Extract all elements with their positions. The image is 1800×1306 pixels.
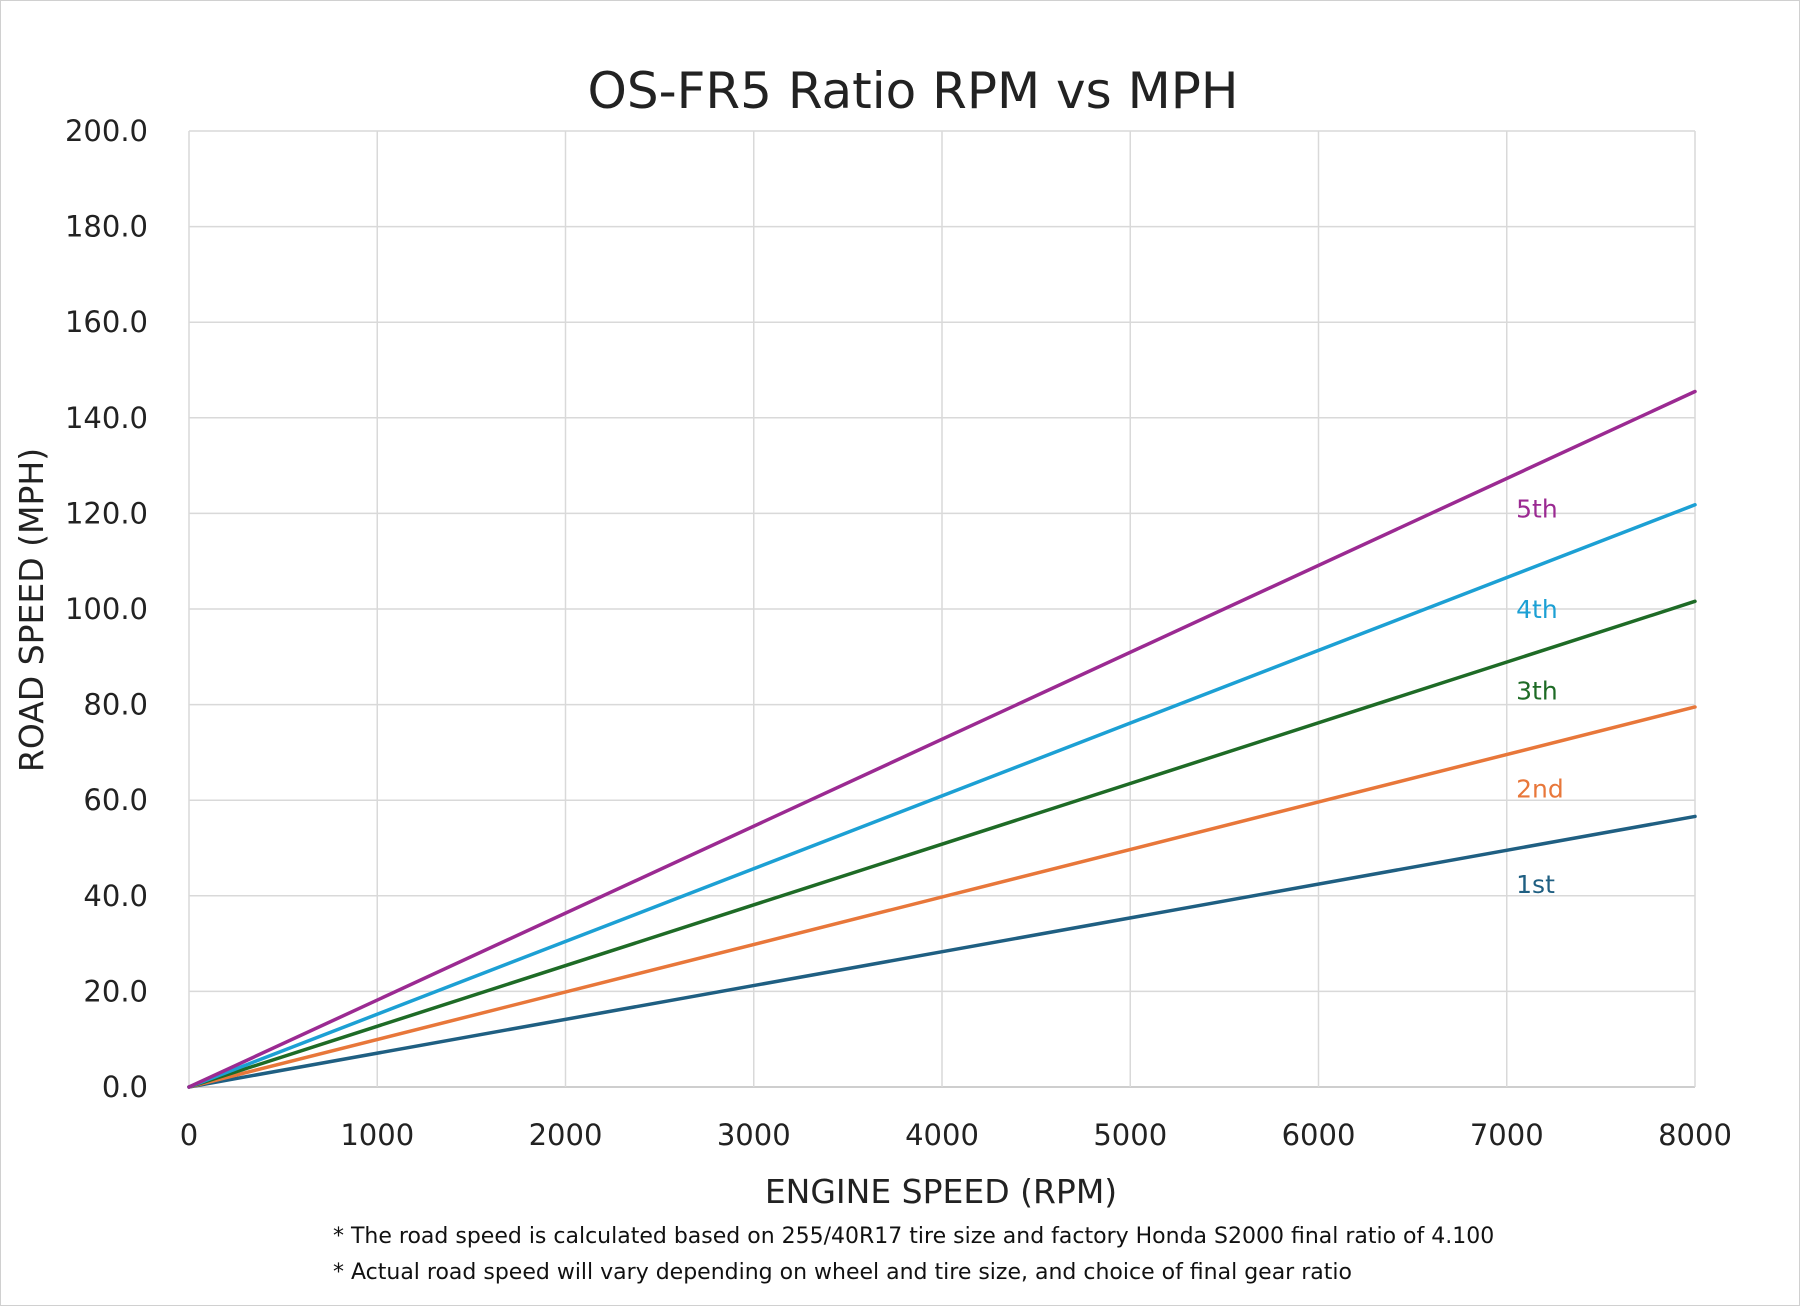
series-label-2nd: 2nd bbox=[1516, 774, 1564, 803]
series-line-2nd bbox=[187, 705, 1697, 1089]
x-tick-label: 1000 bbox=[340, 1118, 414, 1152]
x-tick-label: 4000 bbox=[905, 1118, 979, 1152]
y-tick-label: 0.0 bbox=[102, 1070, 148, 1104]
chart-title: OS-FR5 Ratio RPM vs MPH bbox=[588, 62, 1239, 120]
y-tick-label: 100.0 bbox=[65, 592, 148, 626]
x-tick-label: 3000 bbox=[717, 1118, 791, 1152]
x-tick-label: 0 bbox=[180, 1118, 198, 1152]
x-tick-label: 6000 bbox=[1282, 1118, 1356, 1152]
footnote-variation: * Actual road speed will vary depending … bbox=[333, 1260, 1352, 1285]
y-tick-label: 20.0 bbox=[83, 974, 148, 1008]
series-label-3th: 3th bbox=[1516, 676, 1558, 705]
y-tick-label: 120.0 bbox=[65, 496, 148, 530]
y-tick-label: 160.0 bbox=[65, 305, 148, 339]
y-tick-label: 60.0 bbox=[83, 783, 148, 817]
series-line-4th bbox=[187, 503, 1697, 1089]
x-tick-label: 7000 bbox=[1470, 1118, 1544, 1152]
series-label-5th: 5th bbox=[1516, 495, 1558, 524]
series-line-5th bbox=[187, 389, 1697, 1089]
grid bbox=[188, 130, 1696, 1088]
x-axis-label: ENGINE SPEED (RPM) bbox=[765, 1172, 1117, 1211]
series-line-1st bbox=[187, 814, 1697, 1089]
x-tick-label: 8000 bbox=[1658, 1118, 1732, 1152]
series-label-1st: 1st bbox=[1516, 870, 1555, 899]
series-label-4th: 4th bbox=[1516, 595, 1558, 624]
y-tick-label: 200.0 bbox=[65, 114, 148, 148]
y-tick-label: 80.0 bbox=[83, 688, 148, 722]
x-tick-label: 5000 bbox=[1093, 1118, 1167, 1152]
tick-labels: 0.0 20.0 40.0 60.0 80.0 100.0 120.0 140.0 160.0 1… bbox=[65, 114, 1732, 1152]
series-labels: 1st 2nd 3th 4th 5th bbox=[1516, 495, 1564, 899]
series-line-3th bbox=[187, 599, 1697, 1089]
series-lines bbox=[187, 389, 1697, 1089]
y-axis-label: ROAD SPEED (MPH) bbox=[12, 448, 51, 772]
y-tick-label: 180.0 bbox=[65, 210, 148, 244]
x-tick-label: 2000 bbox=[529, 1118, 603, 1152]
y-tick-label: 40.0 bbox=[83, 879, 148, 913]
y-tick-label: 140.0 bbox=[65, 401, 148, 435]
footnote-tire-size: * The road speed is calculated based on … bbox=[333, 1224, 1495, 1249]
